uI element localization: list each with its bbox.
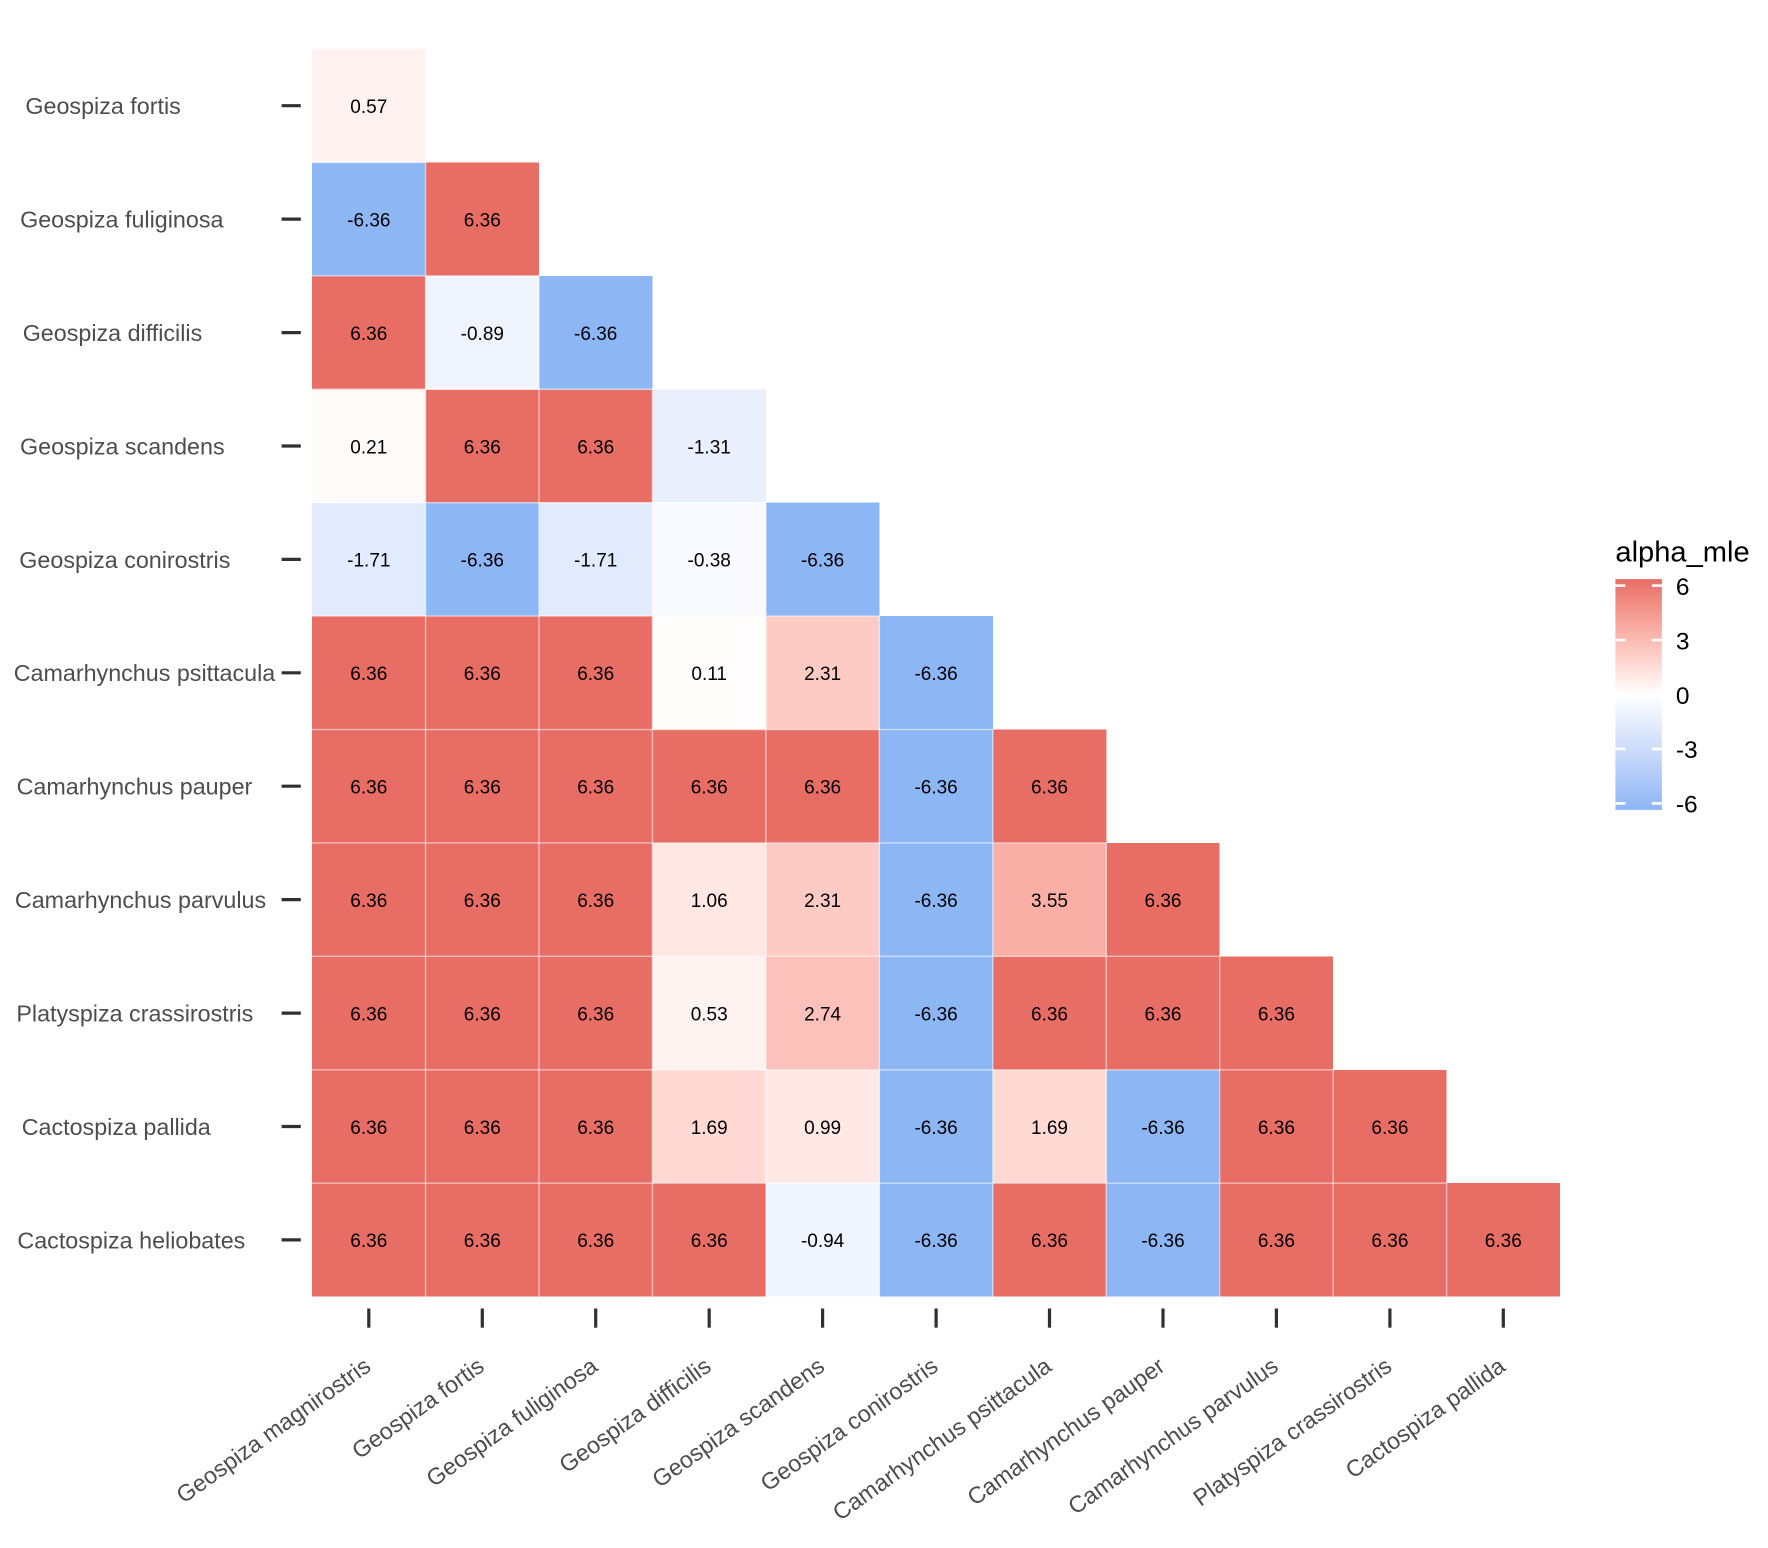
svg-text:-3: -3 — [1676, 737, 1698, 764]
svg-text:6.36: 6.36 — [1145, 1004, 1182, 1025]
svg-text:Cactospiza heliobates: Cactospiza heliobates — [17, 1227, 245, 1253]
svg-text:0.57: 0.57 — [350, 97, 387, 118]
svg-text:6.36: 6.36 — [577, 664, 614, 685]
svg-text:3.55: 3.55 — [1031, 891, 1068, 912]
svg-text:0: 0 — [1676, 683, 1690, 710]
svg-text:6.36: 6.36 — [464, 210, 501, 231]
svg-text:6.36: 6.36 — [1371, 1118, 1408, 1139]
svg-text:-0.94: -0.94 — [801, 1231, 845, 1252]
svg-text:Geospiza scandens: Geospiza scandens — [20, 433, 225, 459]
svg-text:6.36: 6.36 — [350, 1118, 387, 1139]
svg-text:6.36: 6.36 — [350, 1004, 387, 1025]
svg-text:6.36: 6.36 — [1258, 1004, 1295, 1025]
svg-text:6.36: 6.36 — [350, 778, 387, 799]
svg-text:6.36: 6.36 — [464, 1231, 501, 1252]
svg-text:6.36: 6.36 — [691, 1231, 728, 1252]
svg-text:6.36: 6.36 — [1031, 1004, 1068, 1025]
svg-text:-6.36: -6.36 — [914, 778, 957, 799]
svg-text:6.36: 6.36 — [350, 324, 387, 345]
svg-text:-6.36: -6.36 — [574, 324, 617, 345]
svg-text:-6.36: -6.36 — [801, 551, 844, 572]
svg-text:-6.36: -6.36 — [914, 664, 957, 685]
svg-text:-6.36: -6.36 — [461, 551, 504, 572]
svg-text:2.31: 2.31 — [804, 891, 841, 912]
svg-text:6.36: 6.36 — [691, 778, 728, 799]
svg-text:6: 6 — [1676, 574, 1690, 601]
svg-text:Geospiza fortis: Geospiza fortis — [25, 93, 180, 119]
svg-text:0.99: 0.99 — [804, 1118, 841, 1139]
svg-text:6.36: 6.36 — [464, 778, 501, 799]
svg-text:6.36: 6.36 — [464, 891, 501, 912]
svg-text:-6.36: -6.36 — [914, 1004, 957, 1025]
svg-text:Cactospiza pallida: Cactospiza pallida — [22, 1114, 211, 1140]
svg-text:6.36: 6.36 — [804, 778, 841, 799]
svg-text:-6.36: -6.36 — [1141, 1118, 1184, 1139]
svg-text:6.36: 6.36 — [1258, 1231, 1295, 1252]
svg-text:6.36: 6.36 — [577, 778, 614, 799]
svg-text:-6.36: -6.36 — [347, 210, 390, 231]
svg-text:0.11: 0.11 — [691, 664, 727, 685]
svg-text:6.36: 6.36 — [1031, 1231, 1068, 1252]
svg-text:-6.36: -6.36 — [1141, 1231, 1184, 1252]
svg-text:-1.71: -1.71 — [347, 551, 390, 572]
svg-text:6.36: 6.36 — [577, 437, 614, 458]
svg-text:-6.36: -6.36 — [914, 891, 957, 912]
svg-text:6.36: 6.36 — [464, 1118, 501, 1139]
svg-text:Geospiza fuliginosa: Geospiza fuliginosa — [20, 207, 223, 233]
svg-text:Camarhynchus parvulus: Camarhynchus parvulus — [15, 887, 266, 913]
svg-text:0.21: 0.21 — [350, 437, 387, 458]
svg-text:-6: -6 — [1676, 792, 1698, 819]
svg-text:6.36: 6.36 — [1031, 778, 1068, 799]
svg-text:-6.36: -6.36 — [914, 1231, 957, 1252]
svg-text:2.74: 2.74 — [804, 1004, 841, 1025]
svg-text:6.36: 6.36 — [350, 1231, 387, 1252]
svg-text:1.06: 1.06 — [691, 891, 728, 912]
svg-text:Camarhynchus pauper: Camarhynchus pauper — [17, 774, 253, 800]
svg-text:6.36: 6.36 — [464, 664, 501, 685]
svg-text:2.31: 2.31 — [804, 664, 841, 685]
svg-text:6.36: 6.36 — [464, 1004, 501, 1025]
svg-text:6.36: 6.36 — [350, 891, 387, 912]
svg-text:-0.89: -0.89 — [461, 324, 504, 345]
svg-text:Camarhynchus psittacula: Camarhynchus psittacula — [14, 660, 276, 686]
svg-text:0.53: 0.53 — [691, 1004, 728, 1025]
svg-text:6.36: 6.36 — [577, 891, 614, 912]
svg-text:Geospiza conirostris: Geospiza conirostris — [19, 547, 230, 573]
svg-text:1.69: 1.69 — [691, 1118, 728, 1139]
svg-text:Platyspiza crassirostris: Platyspiza crassirostris — [16, 1001, 253, 1027]
svg-text:6.36: 6.36 — [464, 437, 501, 458]
svg-text:6.36: 6.36 — [577, 1231, 614, 1252]
svg-text:6.36: 6.36 — [350, 664, 387, 685]
svg-text:6.36: 6.36 — [1258, 1118, 1295, 1139]
svg-text:6.36: 6.36 — [1145, 891, 1182, 912]
svg-text:Geospiza difficilis: Geospiza difficilis — [23, 320, 203, 346]
svg-text:3: 3 — [1676, 628, 1690, 655]
svg-text:-0.38: -0.38 — [688, 551, 731, 572]
svg-text:6.36: 6.36 — [1371, 1231, 1408, 1252]
svg-text:1.69: 1.69 — [1031, 1118, 1068, 1139]
svg-text:6.36: 6.36 — [1485, 1231, 1522, 1252]
svg-text:alpha_mle: alpha_mle — [1615, 536, 1749, 568]
svg-text:6.36: 6.36 — [577, 1004, 614, 1025]
svg-text:-1.31: -1.31 — [688, 437, 731, 458]
svg-text:-1.71: -1.71 — [574, 551, 617, 572]
svg-text:6.36: 6.36 — [577, 1118, 614, 1139]
svg-text:-6.36: -6.36 — [914, 1118, 957, 1139]
